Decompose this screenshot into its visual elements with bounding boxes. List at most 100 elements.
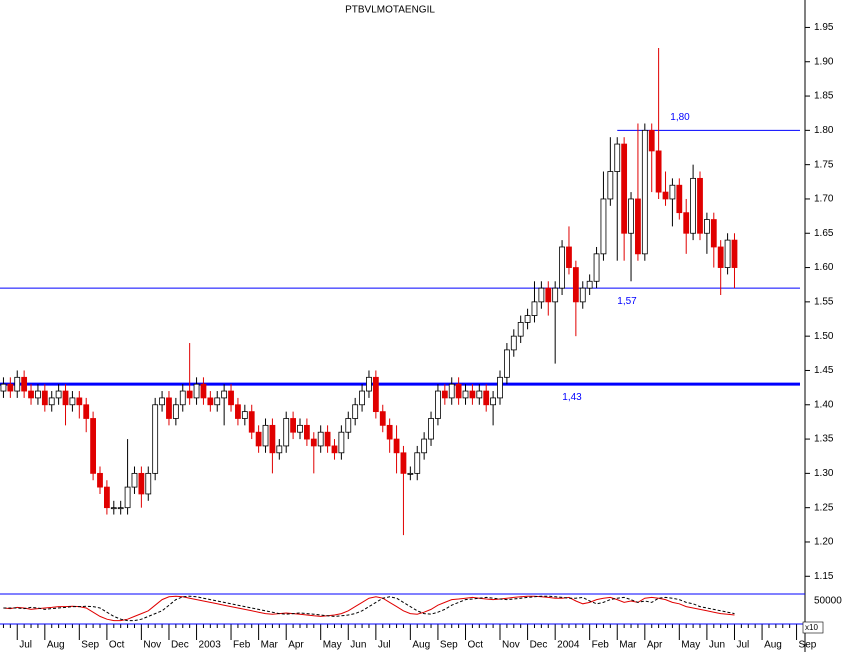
x-tick-label: Jul xyxy=(19,640,32,651)
x-tick-label: Mar xyxy=(261,640,279,651)
candle-body xyxy=(662,191,669,200)
candle-body xyxy=(669,184,676,200)
candle-body xyxy=(7,383,14,392)
candle-body xyxy=(441,390,448,399)
candle-body xyxy=(241,411,248,419)
candle-body xyxy=(648,129,655,152)
candle-body xyxy=(366,376,372,392)
candle-body xyxy=(0,383,7,392)
candle-body xyxy=(559,246,565,289)
y-tick-label: 1.60 xyxy=(814,262,834,273)
x-tick-label: 2004 xyxy=(557,640,580,651)
candle-body xyxy=(83,404,90,419)
candle-body xyxy=(710,219,717,248)
candle-body xyxy=(455,383,462,399)
candle-body xyxy=(469,390,476,399)
candle-body xyxy=(407,472,414,475)
candle-body xyxy=(517,322,524,337)
y-tick-label: 1.45 xyxy=(814,365,834,376)
candle-body xyxy=(683,212,690,234)
x-tick-label: Oct xyxy=(468,640,484,651)
chart-title: PTBVLMOTAENGIL xyxy=(345,5,435,16)
candle-body xyxy=(159,397,165,406)
candle-body xyxy=(435,390,441,419)
candle-body xyxy=(166,397,172,419)
candle-body xyxy=(262,424,269,447)
candle-body xyxy=(621,143,628,234)
y-tick-label: 1.90 xyxy=(814,56,834,67)
line-label: 1,43 xyxy=(562,392,582,403)
y-tick-label: 1.35 xyxy=(814,434,834,445)
candle-body xyxy=(303,424,310,440)
candle-body xyxy=(635,198,641,255)
candle-body xyxy=(731,239,738,268)
candle-body xyxy=(248,411,255,433)
candle-body xyxy=(531,301,538,316)
candle-body xyxy=(207,397,214,406)
candle-body xyxy=(572,267,579,303)
y-tick-label: 1.20 xyxy=(814,537,834,548)
y-tick-label: 1.15 xyxy=(814,571,834,582)
candle-body xyxy=(641,129,648,255)
y-tick-label: 1.75 xyxy=(814,159,834,170)
candle-body xyxy=(400,452,407,474)
candle-body xyxy=(35,390,41,399)
x-tick-label: Apr xyxy=(647,640,663,651)
candle-body xyxy=(138,472,145,495)
candle-body xyxy=(179,390,186,406)
candle-body xyxy=(317,431,324,447)
x-tick-label: May xyxy=(323,640,342,651)
candle-body xyxy=(607,171,614,200)
candle-body xyxy=(186,390,193,399)
candle-body xyxy=(14,376,21,392)
candle-body xyxy=(717,246,724,268)
candle-body xyxy=(352,404,359,419)
candle-body xyxy=(200,383,207,399)
y-tick-label: 1.70 xyxy=(814,194,834,205)
candle-body xyxy=(379,411,386,426)
candle-body xyxy=(221,390,228,399)
candle-body xyxy=(152,404,159,474)
x-tick-label: Jun xyxy=(350,640,366,651)
candle-body xyxy=(97,472,103,488)
candle-body xyxy=(359,390,365,406)
candle-body xyxy=(69,397,76,406)
y-tick-label: 1.25 xyxy=(814,502,834,513)
candle-body xyxy=(269,424,276,454)
candle-body xyxy=(510,335,517,351)
candle-body xyxy=(524,315,531,323)
candle-body xyxy=(724,239,731,268)
x-tick-label: Dec xyxy=(530,640,548,651)
candle-body xyxy=(690,177,697,234)
x-tick-label: Nov xyxy=(502,640,520,651)
line-label: 1,57 xyxy=(617,296,637,307)
candle-body xyxy=(476,390,483,399)
candle-body xyxy=(593,253,600,282)
y-tick-label: 1.85 xyxy=(814,91,834,102)
candle-body xyxy=(538,287,545,303)
y-tick-label: 1.65 xyxy=(814,228,834,239)
candle-body xyxy=(372,376,379,413)
candle-body xyxy=(697,177,703,234)
candle-body xyxy=(552,287,559,303)
x-tick-label: Aug xyxy=(764,640,782,651)
candle-body xyxy=(428,418,434,440)
candle-body xyxy=(145,472,152,495)
candle-body xyxy=(297,424,303,433)
candle-body xyxy=(62,390,69,406)
unit-box xyxy=(802,621,824,634)
y-tick-label: 1.55 xyxy=(814,297,834,308)
x-tick-label: Feb xyxy=(233,640,251,651)
candle-body xyxy=(421,438,428,454)
x-tick-label: Sep xyxy=(81,640,99,651)
x-tick-label: 2003 xyxy=(199,640,222,651)
candle-body xyxy=(76,397,83,406)
indicator-line xyxy=(3,595,735,622)
candle-body xyxy=(448,383,455,399)
candle-body xyxy=(124,486,131,509)
candle-body xyxy=(255,431,262,447)
x-tick-label: Jul xyxy=(378,640,391,651)
candle-body xyxy=(228,390,234,406)
